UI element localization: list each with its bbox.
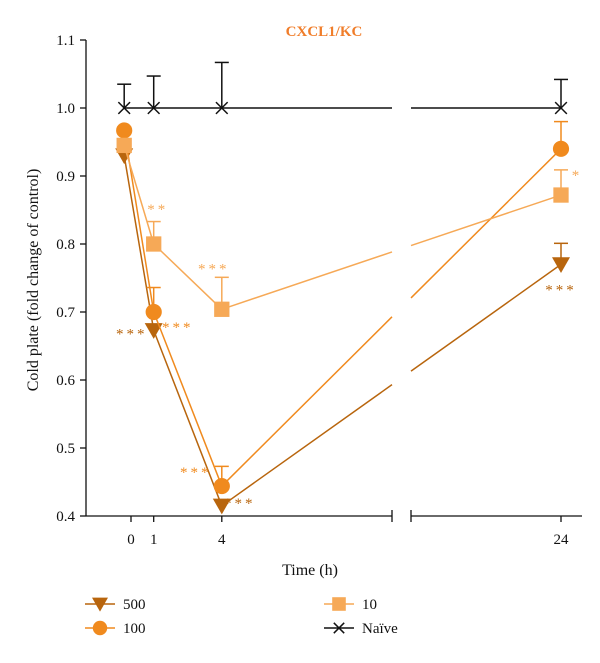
legend-item-100: 100 (85, 620, 146, 637)
data-point (147, 101, 161, 115)
legend-marker (92, 620, 108, 636)
data-point (145, 303, 162, 321)
series-Naïve (117, 61, 568, 115)
data-point (552, 257, 570, 273)
legend: 500 100 10 Naïve (85, 597, 398, 637)
x-tick-label: 0 (127, 532, 135, 548)
y-tick-label: 0.8 (56, 237, 75, 253)
series-line-segment (410, 148, 562, 299)
series-line-segment (410, 263, 562, 372)
significance-label: *** (116, 326, 148, 342)
data-point (116, 122, 133, 139)
data-point (553, 187, 569, 203)
data-point (116, 137, 132, 154)
series-line-segment (221, 316, 393, 487)
significance-label: * (572, 168, 583, 184)
y-tick-label: 0.4 (56, 509, 75, 525)
legend-label: 500 (123, 597, 146, 613)
significance-label: *** (224, 496, 256, 512)
y-tick-label: 1.0 (56, 101, 75, 117)
x-tick-label: 4 (218, 532, 226, 548)
significance-label: *** (180, 465, 212, 481)
data-point (552, 140, 570, 157)
y-axis-label: Cold plate (fold change of control) (25, 169, 42, 392)
significance-label: *** (162, 320, 194, 336)
legend-item-500: 500 (85, 597, 146, 613)
legend-label: Naïve (362, 621, 398, 637)
x-axis-label: Time (h) (282, 562, 338, 579)
y-tick-label: 0.9 (56, 169, 75, 185)
legend-item-10: 10 (324, 597, 377, 613)
legend-label: 10 (362, 597, 377, 613)
series-line-segment (153, 330, 223, 507)
significance-label: *** (198, 261, 230, 277)
x-tick-label: 24 (554, 532, 570, 548)
y-tick-label: 0.7 (56, 305, 75, 321)
significance-label: *** (545, 282, 577, 298)
legend-item-Naïve: Naïve (324, 621, 398, 637)
chart-title: CXCL1/KC (286, 24, 363, 40)
series-10: ****** (116, 137, 583, 317)
series-line-segment (410, 194, 562, 247)
legend-marker (92, 597, 108, 612)
x-tick-label: 1 (150, 532, 158, 548)
series-line-segment (123, 155, 155, 331)
legend-marker (333, 622, 345, 634)
data-point (144, 323, 163, 339)
y-tick-label: 1.1 (56, 33, 75, 49)
data-point (213, 477, 230, 495)
series-line-segment (221, 251, 393, 310)
legend-marker (332, 597, 346, 611)
series-line-segment (221, 384, 393, 507)
data-point (554, 101, 568, 115)
y-tick-label: 0.6 (56, 373, 75, 389)
series-layer: ********************* (115, 61, 583, 515)
series-line-segment (123, 145, 155, 245)
legend-label: 100 (123, 621, 146, 637)
data-point (146, 236, 162, 252)
series-line-segment (153, 243, 223, 310)
significance-label: ** (147, 202, 168, 218)
axes: 0.4 0.5 0.6 0.7 0.8 0.9 1.0 1.1 0 1 4 24 (56, 33, 582, 548)
y-tick-label: 0.5 (56, 441, 75, 457)
data-point (214, 301, 230, 317)
series-line-segment (153, 311, 223, 487)
data-point (215, 101, 229, 115)
data-point (117, 101, 131, 115)
series-500: *** *** *** (115, 148, 577, 515)
data-point (212, 498, 231, 515)
